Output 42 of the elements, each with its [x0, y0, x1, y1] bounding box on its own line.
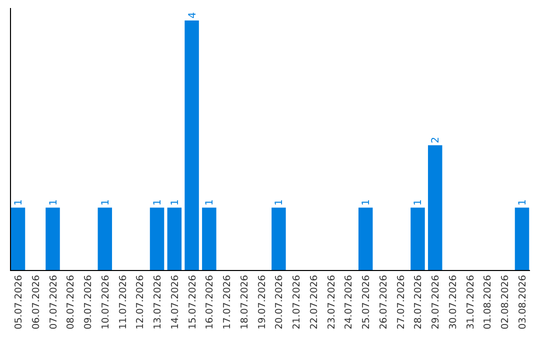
- x-tick-label: 05.07.2026: [13, 275, 24, 330]
- data-label: 1: [48, 199, 60, 206]
- data-label: 1: [274, 199, 286, 206]
- x-tick-label: 19.07.2026: [256, 275, 268, 330]
- data-label: 4: [187, 12, 198, 18]
- x-tick-label: 16.07.2026: [204, 275, 216, 330]
- x-tick-label: 28.07.2026: [413, 275, 424, 330]
- x-tick-label: 03.08.2026: [518, 275, 529, 330]
- x-tick-label: 06.07.2026: [30, 275, 42, 330]
- x-tick-label: 12.07.2026: [135, 275, 146, 330]
- x-tick-label: 07.07.2026: [48, 275, 60, 330]
- data-label: 1: [413, 199, 424, 206]
- data-label: 1: [13, 199, 24, 206]
- x-tick-label: 27.07.2026: [396, 275, 407, 330]
- data-label: 1: [170, 199, 181, 206]
- data-label: 1: [100, 199, 112, 206]
- x-tick-label: 02.08.2026: [500, 275, 512, 330]
- x-tick-label: 09.07.2026: [83, 275, 94, 330]
- x-tick-label: 01.08.2026: [482, 275, 494, 330]
- x-tick-label: 11.07.2026: [118, 275, 129, 330]
- x-tick-label: 25.07.2026: [361, 275, 372, 330]
- x-tick-label: 30.07.2026: [448, 275, 459, 330]
- data-label: 1: [361, 199, 372, 206]
- x-tick-label: 18.07.2026: [239, 275, 250, 330]
- x-tick-label: 26.07.2026: [378, 275, 390, 330]
- x-tick-label: 23.07.2026: [326, 275, 338, 330]
- data-label: 1: [152, 199, 164, 206]
- data-label: 1: [518, 199, 529, 206]
- x-tick-label: 22.07.2026: [308, 275, 320, 330]
- x-tick-label: 14.07.2026: [170, 275, 181, 330]
- x-tick-label: 17.07.2026: [222, 275, 234, 330]
- x-tick-label: 20.07.2026: [274, 275, 286, 330]
- x-tick-label: 31.07.2026: [465, 275, 476, 330]
- x-tick-label: 13.07.2026: [152, 275, 164, 330]
- data-label: 1: [204, 199, 216, 206]
- x-tick-label: 24.07.2026: [344, 275, 355, 330]
- x-tick-label: 10.07.2026: [100, 275, 112, 330]
- x-tick-label: 15.07.2026: [187, 275, 198, 330]
- x-tick-label: 21.07.2026: [292, 275, 303, 330]
- x-tick-label: 08.07.2026: [66, 275, 77, 330]
- data-label: 2: [430, 136, 442, 144]
- x-tick-label: 29.07.2026: [430, 275, 442, 330]
